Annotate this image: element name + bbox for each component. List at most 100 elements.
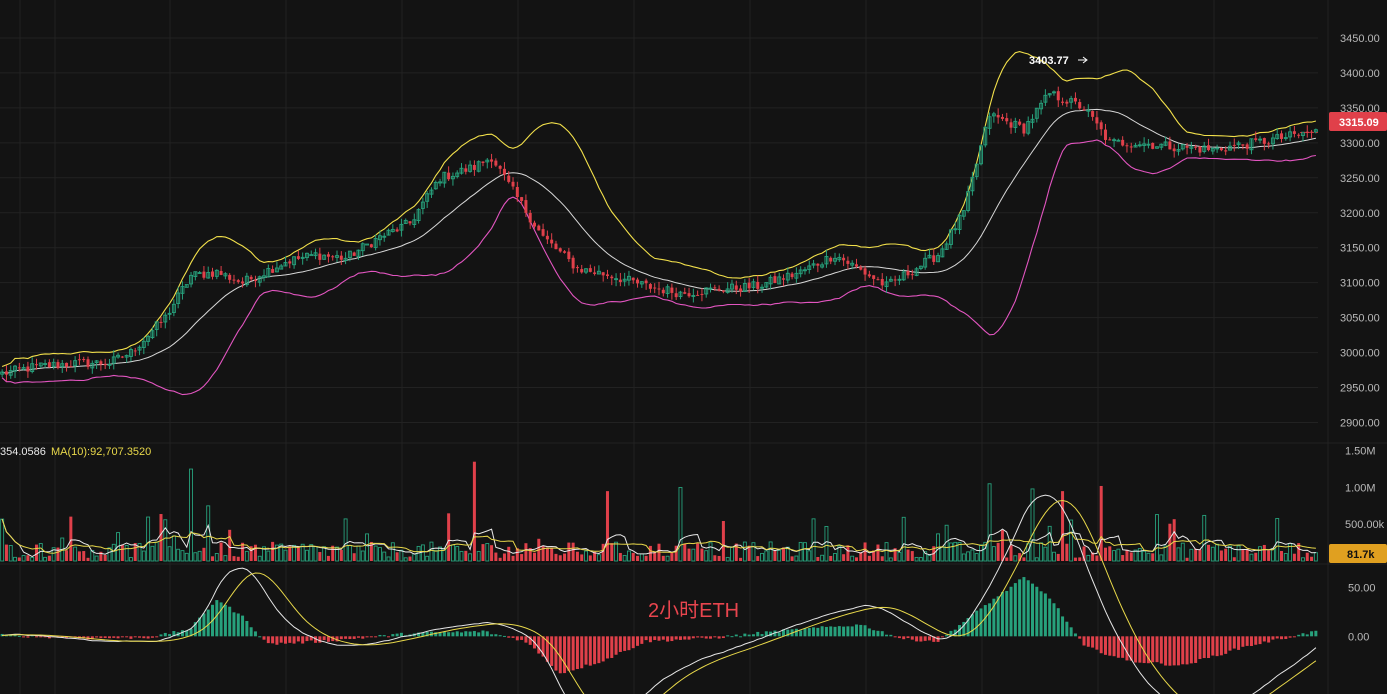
volume-bar xyxy=(343,518,348,562)
candle xyxy=(593,266,597,276)
volume-bar xyxy=(979,544,983,562)
volume-bar xyxy=(65,550,69,561)
macd-bar xyxy=(554,636,558,671)
macd-bar xyxy=(335,636,339,642)
candle xyxy=(1151,142,1155,150)
volume-bar xyxy=(1133,549,1138,562)
volume-bar xyxy=(601,543,605,561)
volume-bar xyxy=(1297,543,1301,561)
macd-bar xyxy=(65,636,69,639)
macd-bar xyxy=(1048,598,1052,637)
volume-bar xyxy=(1047,525,1052,562)
volume-bar xyxy=(545,547,549,561)
candle xyxy=(163,312,168,329)
candle xyxy=(1249,138,1254,155)
macd-bar xyxy=(906,636,910,639)
candle xyxy=(0,369,5,378)
volume-bar xyxy=(631,552,635,561)
volume-bar xyxy=(365,533,370,562)
macd-bar xyxy=(30,635,34,637)
candle xyxy=(90,360,95,374)
macd-line xyxy=(2,494,1317,694)
macd-bar xyxy=(872,630,876,637)
candle xyxy=(863,265,867,281)
bollinger-bands xyxy=(1,51,1317,396)
volume-bar xyxy=(1301,557,1305,562)
macd-bar xyxy=(120,636,124,638)
macd-bar xyxy=(597,636,601,664)
macd-bar xyxy=(1151,636,1155,663)
volume-bar xyxy=(1224,548,1228,561)
volume-bar xyxy=(1241,549,1245,561)
candle xyxy=(1207,138,1211,152)
volume-bar xyxy=(957,542,962,562)
candle xyxy=(734,280,738,295)
macd-bar xyxy=(288,636,292,643)
macd-bar xyxy=(60,636,64,638)
macd-bar xyxy=(34,636,38,638)
candle xyxy=(249,274,253,282)
macd-bar xyxy=(1232,636,1236,649)
candle xyxy=(596,265,601,275)
macd-bar xyxy=(567,636,571,671)
candle xyxy=(167,307,172,320)
candle xyxy=(408,221,412,226)
macd-bar xyxy=(95,636,99,638)
candle xyxy=(520,196,524,206)
macd-bar xyxy=(344,636,348,639)
volume-tick-label: 1.50M xyxy=(1345,446,1376,458)
macd-bar xyxy=(691,636,695,639)
macd-bar xyxy=(468,631,472,637)
candle xyxy=(468,160,473,173)
volume-bar xyxy=(1288,543,1293,562)
candle xyxy=(347,250,352,262)
macd-bar xyxy=(859,624,863,637)
volume-bar xyxy=(807,550,812,562)
volume-bar xyxy=(897,552,902,562)
macd-bar xyxy=(1155,636,1159,663)
candle xyxy=(335,250,339,263)
macd-bar xyxy=(1249,636,1253,647)
volume-bar xyxy=(1155,514,1159,562)
candle xyxy=(918,265,923,271)
candle xyxy=(292,256,297,269)
candle xyxy=(219,266,223,276)
volume-bar xyxy=(399,549,404,562)
macd-bar xyxy=(125,636,129,638)
volume-bar xyxy=(1189,548,1194,562)
macd-bar xyxy=(146,636,150,639)
volume-bar xyxy=(4,544,8,561)
macd-bar xyxy=(1194,636,1198,663)
macd-bar xyxy=(1069,627,1073,637)
volume-bar xyxy=(1065,543,1069,561)
candle xyxy=(438,178,443,187)
annotation-arrowhead xyxy=(1082,56,1088,64)
volume-bar xyxy=(1254,552,1258,561)
macd-bar xyxy=(1202,636,1206,659)
macd-bar xyxy=(713,636,717,638)
macd-bar xyxy=(498,635,502,637)
candles xyxy=(0,86,1318,381)
macd-bar xyxy=(155,636,159,638)
volume-bar xyxy=(1073,557,1077,561)
volume-bar xyxy=(116,532,121,562)
candle xyxy=(288,259,292,269)
candle xyxy=(442,171,447,188)
macd-bar xyxy=(1065,621,1069,637)
candle xyxy=(26,361,30,378)
candle xyxy=(580,264,584,274)
volume-bar xyxy=(309,544,314,562)
candle xyxy=(1047,93,1052,98)
candle xyxy=(450,172,455,186)
macd-bar xyxy=(228,606,232,637)
volume-bar xyxy=(846,545,850,561)
candle xyxy=(781,274,786,287)
macd-bar xyxy=(1271,636,1275,640)
candle xyxy=(326,251,330,263)
candle xyxy=(318,247,322,265)
macd-bar xyxy=(198,617,202,637)
candle xyxy=(747,278,751,293)
candle xyxy=(223,272,228,280)
macd-bar xyxy=(245,620,249,637)
